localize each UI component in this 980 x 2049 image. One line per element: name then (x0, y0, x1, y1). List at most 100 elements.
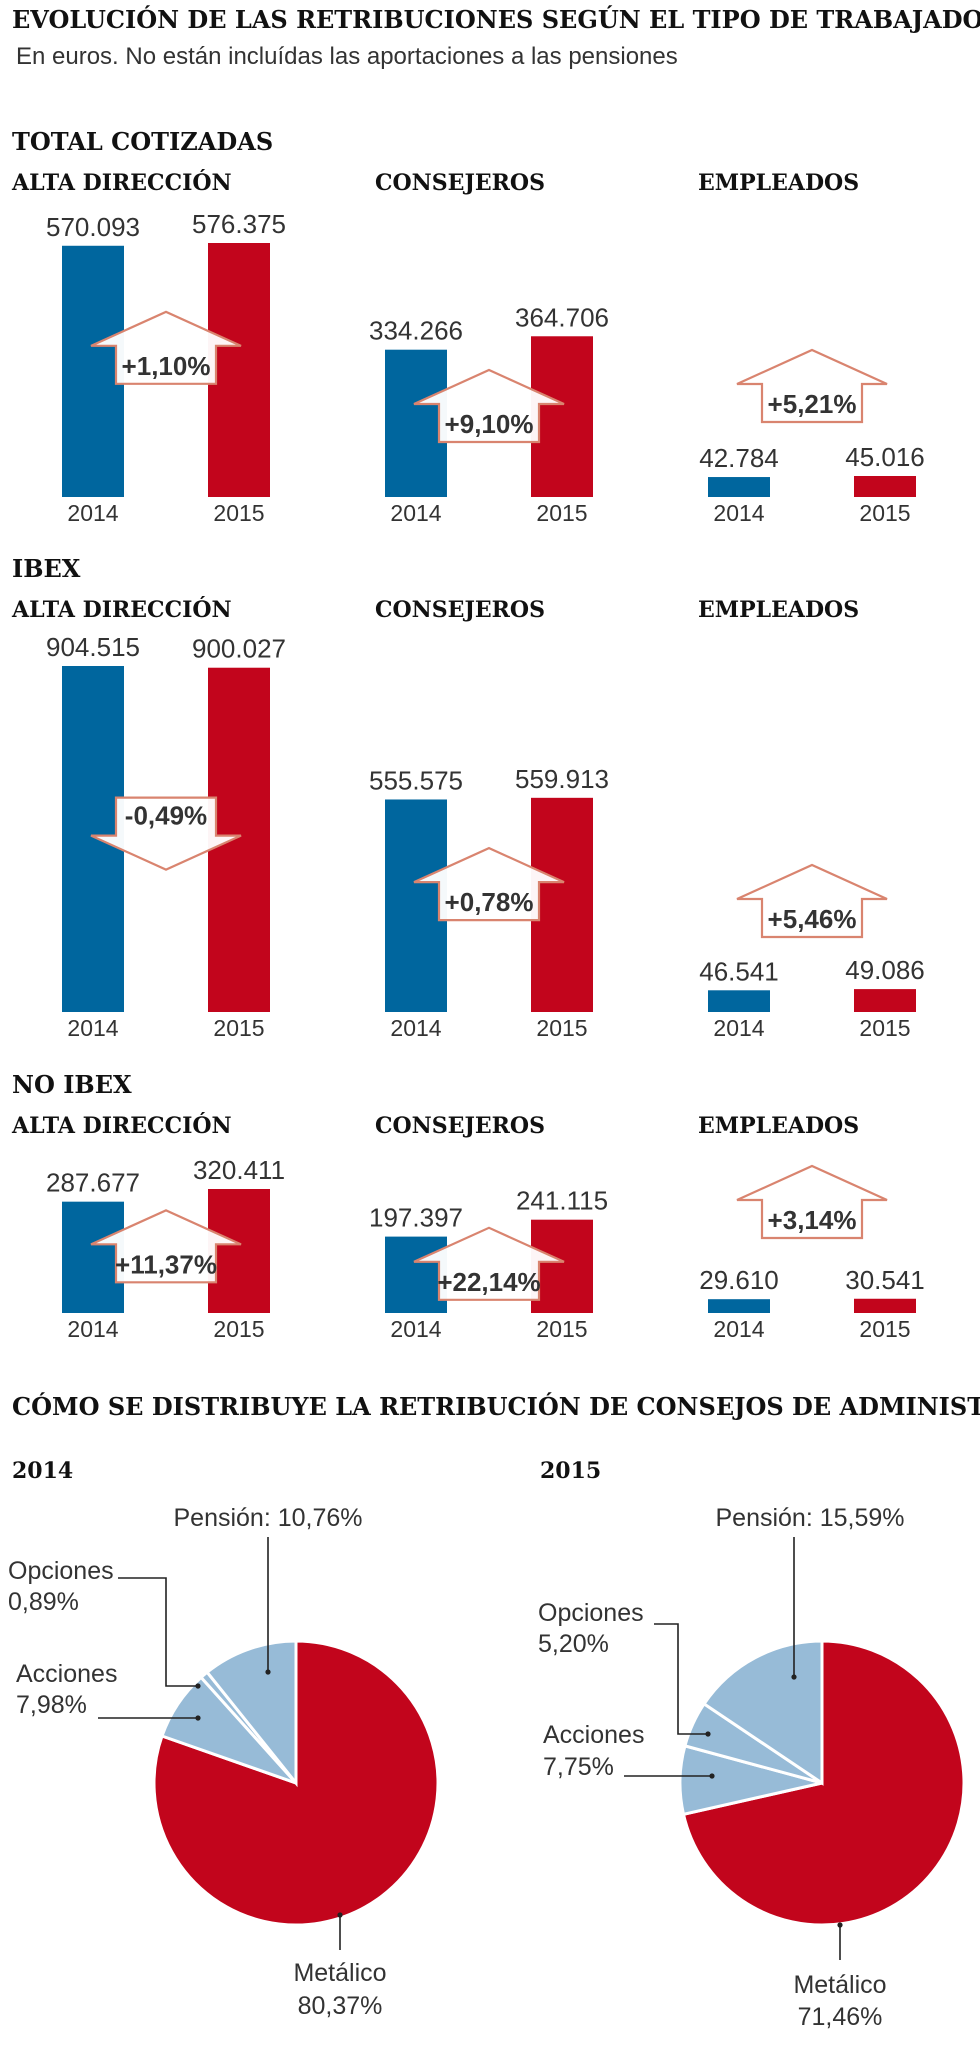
leader-metalico-dot (837, 1922, 843, 1928)
chart-subtitle: En euros. No están incluídas las aportac… (16, 43, 678, 70)
bar-chart-2-2: EMPLEADOS 29.610 2014 30.541 2015 +3,14% (698, 1113, 925, 1342)
bar-2014 (708, 1299, 770, 1313)
panel-title: CONSEJEROS (375, 597, 545, 623)
panel-title: CONSEJEROS (375, 170, 545, 196)
bar-chart-0-1: CONSEJEROS 334.266 2014 364.706 2015 +9,10% (369, 170, 609, 526)
bar-chart-0-2: EMPLEADOS 42.784 2014 45.016 2015 +5,21% (698, 170, 925, 526)
year-label: 2015 (536, 1316, 587, 1342)
arrow-up-icon (413, 1226, 565, 1301)
bar-chart-2-0: ALTA DIRECCIÓN 287.677 2014 320.411 2015 +11,… (11, 1112, 285, 1342)
pie-title: 2014 (12, 1458, 73, 1484)
change-label: +11,37% (115, 1249, 217, 1279)
change-label: +9,10% (445, 409, 534, 439)
chart-title: EVOLUCIÓN DE LAS RETRIBUCIONES SEGÚN EL … (12, 5, 980, 34)
bar-value-label: 287.677 (46, 1168, 140, 1198)
bar-2014 (385, 799, 447, 1012)
bar-value-label: 30.541 (845, 1265, 925, 1295)
pie-label-metalico-name: Metálico (293, 1959, 386, 1987)
bar-2015 (854, 1298, 916, 1313)
panel-title: EMPLEADOS (698, 597, 859, 623)
leader-acciones-dot (195, 1715, 201, 1721)
year-label: 2015 (213, 1316, 264, 1342)
panel-title: EMPLEADOS (698, 1113, 859, 1139)
change-label: +22,14% (437, 1267, 540, 1297)
bar-2015 (854, 476, 916, 497)
bar-value-label: 42.784 (699, 443, 779, 473)
bar-value-label: 559.913 (515, 764, 609, 794)
pie-label-acciones-name: Acciones (543, 1721, 644, 1749)
year-label: 2014 (67, 500, 118, 526)
year-label: 2015 (859, 1015, 910, 1041)
bar-2015 (531, 1219, 593, 1313)
arrow-up-icon (736, 348, 888, 424)
bar-value-label: 555.575 (369, 765, 463, 795)
bar-value-label: 197.397 (369, 1203, 463, 1233)
pie-chart-2014: 2014 Pensión: 10,76% Opciones 0,89% Acciones… (8, 1458, 440, 2020)
change-label: +5,46% (768, 904, 857, 934)
bar-2015 (854, 989, 916, 1012)
bar-charts: ALTA DIRECCIÓN 570.093 2014 576.375 2015 +1,1… (11, 169, 925, 1342)
bar-2014 (62, 1201, 124, 1313)
year-label: 2014 (390, 1316, 441, 1342)
pie-title: 2015 (540, 1458, 601, 1484)
bar-2015 (208, 243, 270, 497)
bar-value-label: 900.027 (192, 634, 286, 664)
bar-2014 (708, 990, 770, 1012)
bar-value-label: 49.086 (845, 955, 925, 985)
arrow-down-icon (90, 796, 242, 871)
arrow-up-icon (413, 368, 565, 444)
bar-2015 (208, 1189, 270, 1313)
change-label: +3,14% (768, 1205, 857, 1235)
year-label: 2014 (390, 1015, 441, 1041)
bar-value-label: 45.016 (845, 442, 925, 472)
pie-section-title: CÓMO SE DISTRIBUYE LA RETRIBUCIÓN DE CON… (12, 1392, 980, 1421)
year-label: 2014 (390, 500, 441, 526)
bar-value-label: 334.266 (369, 316, 463, 346)
leader-pension-dot (265, 1669, 271, 1675)
bar-chart-1-1: CONSEJEROS 555.575 2014 559.913 2015 +0,78% (369, 597, 609, 1041)
bar-value-label: 904.515 (46, 632, 140, 662)
pie-label-metalico-value: 71,46% (798, 2003, 883, 2031)
leader-opciones (654, 1623, 708, 1735)
bar-chart-1-0: ALTA DIRECCIÓN 904.515 2014 900.027 2015 -0,4… (11, 596, 286, 1041)
year-label: 2014 (67, 1015, 118, 1041)
bar-chart-0-0: ALTA DIRECCIÓN 570.093 2014 576.375 2015 +1,1… (11, 169, 286, 526)
leader-opciones-dot (195, 1683, 201, 1689)
bar-value-label: 320.411 (193, 1155, 285, 1185)
panel-title: ALTA DIRECCIÓN (11, 169, 232, 196)
bar-value-label: 29.610 (699, 1265, 779, 1295)
bar-chart-1-2: EMPLEADOS 46.541 2014 49.086 2015 +5,46% (698, 597, 925, 1041)
arrow-up-icon (90, 1209, 242, 1284)
bar-value-label: 46.541 (699, 956, 779, 986)
pie-label-opciones-value: 0,89% (8, 1588, 79, 1616)
bar-2014 (385, 1236, 447, 1313)
pie-slice-metálico (152, 1639, 440, 1927)
bar-chart-2-1: CONSEJEROS 197.397 2014 241.115 2015 +22,14% (369, 1113, 608, 1342)
year-label: 2014 (713, 500, 764, 526)
group-title-no-ibex: NO IBEX (12, 1070, 132, 1099)
pie-label-pension: Pensión: 15,59% (715, 1504, 904, 1532)
arrow-up-icon (413, 846, 565, 922)
bar-value-label: 364.706 (515, 302, 609, 332)
group-title-total: TOTAL COTIZADAS (12, 127, 273, 156)
panel-title: EMPLEADOS (698, 170, 859, 196)
leader-opciones (118, 1577, 198, 1687)
year-label: 2015 (536, 500, 587, 526)
pie-slice-metálico (681, 1639, 966, 1927)
change-label: -0,49% (125, 801, 207, 831)
bar-2014 (708, 477, 770, 497)
pie-label-opciones-name: Opciones (538, 1599, 644, 1627)
pie-label-pension: Pensión: 10,76% (173, 1504, 362, 1532)
leader-opciones-dot (705, 1731, 711, 1737)
panel-title: CONSEJEROS (375, 1113, 545, 1139)
bar-value-label: 241.115 (516, 1186, 608, 1216)
year-label: 2014 (67, 1316, 118, 1342)
pie-charts: 2014 Pensión: 10,76% Opciones 0,89% Acciones… (8, 1458, 966, 2031)
pie-label-acciones-value: 7,98% (16, 1691, 87, 1719)
bar-2014 (62, 245, 124, 497)
year-label: 2015 (536, 1015, 587, 1041)
change-label: +1,10% (122, 351, 211, 381)
pie-label-acciones-name: Acciones (16, 1660, 117, 1688)
arrow-up-icon (736, 863, 888, 939)
